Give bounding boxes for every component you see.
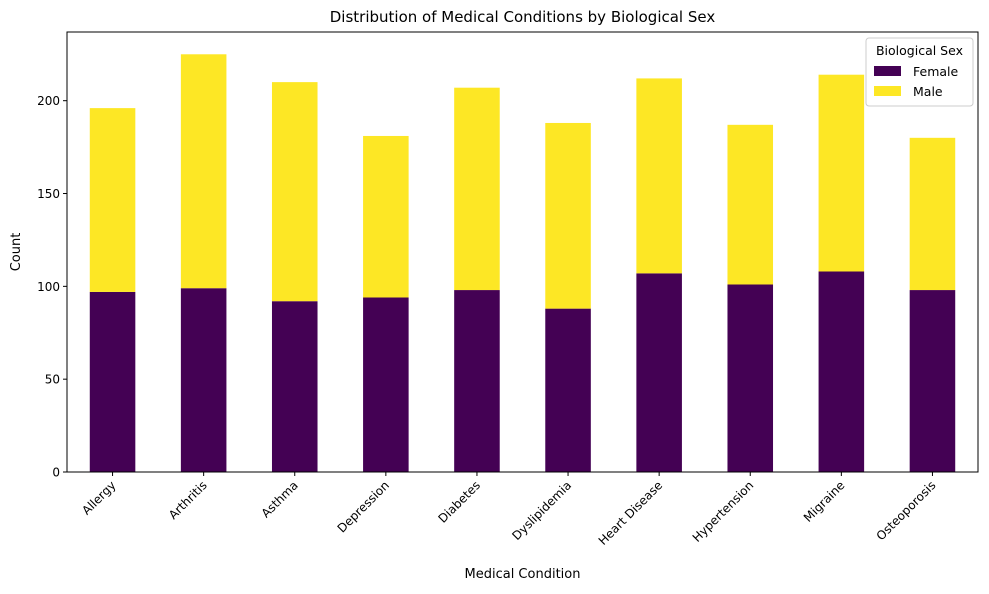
x-tick-label: Depression	[335, 478, 392, 535]
legend-swatch-male	[874, 86, 901, 96]
x-tick-label: Diabetes	[435, 478, 483, 526]
chart-title: Distribution of Medical Conditions by Bi…	[330, 8, 716, 26]
legend: Biological Sex Female Male	[865, 37, 974, 107]
x-tick-label: Dyslipidemia	[509, 478, 574, 543]
legend-title: Biological Sex	[876, 43, 963, 58]
legend-label-female: Female	[913, 64, 959, 79]
bar-male-depression	[363, 135, 409, 298]
bar-male-osteoporosis	[909, 137, 956, 291]
bar-female-osteoporosis	[909, 290, 956, 472]
bar-female-migraine	[818, 271, 865, 472]
legend-swatch-female	[874, 66, 901, 76]
y-tick-label: 100	[37, 280, 60, 294]
legend-items: Female Male	[874, 64, 959, 99]
x-axis-ticks: Allergy Arthritis Asthma Depression Diabetes…	[79, 472, 939, 548]
bar-female-dyslipidemia	[545, 308, 591, 472]
y-tick-label: 150	[37, 187, 60, 201]
bar-male-arthritis	[180, 54, 227, 289]
bar-male-asthma	[271, 82, 318, 302]
y-tick-label: 0	[52, 466, 60, 480]
x-axis-label: Medical Condition	[465, 567, 581, 582]
y-tick-label: 50	[45, 373, 60, 387]
bar-male-heart-disease	[636, 78, 682, 274]
x-tick-label: Hypertension	[690, 478, 757, 545]
bar-female-hypertension	[727, 284, 774, 472]
bar-female-arthritis	[180, 288, 227, 472]
x-tick-label: Osteoporosis	[874, 478, 939, 543]
y-tick-label: 200	[37, 94, 60, 108]
bar-male-hypertension	[727, 124, 774, 285]
x-tick-label: Asthma	[259, 478, 301, 520]
y-axis-ticks: 0 50 100 150 200	[37, 94, 67, 480]
bar-male-migraine	[818, 74, 865, 272]
bar-female-asthma	[271, 301, 318, 472]
x-tick-label: Arthritis	[166, 478, 210, 522]
bar-female-depression	[363, 297, 409, 472]
x-tick-label: Migraine	[801, 478, 848, 525]
bars-layer	[89, 54, 956, 472]
plot-frame	[66, 31, 979, 473]
bar-female-heart-disease	[636, 273, 682, 472]
bar-male-allergy	[89, 108, 136, 292]
bar-male-dyslipidemia	[545, 122, 591, 309]
bar-female-allergy	[89, 291, 136, 472]
x-tick-label: Allergy	[79, 478, 118, 517]
legend-label-male: Male	[913, 84, 943, 99]
bar-female-diabetes	[454, 290, 500, 472]
x-tick-label: Heart Disease	[596, 478, 666, 548]
y-axis-label: Count	[9, 233, 24, 272]
bar-male-diabetes	[454, 87, 500, 291]
